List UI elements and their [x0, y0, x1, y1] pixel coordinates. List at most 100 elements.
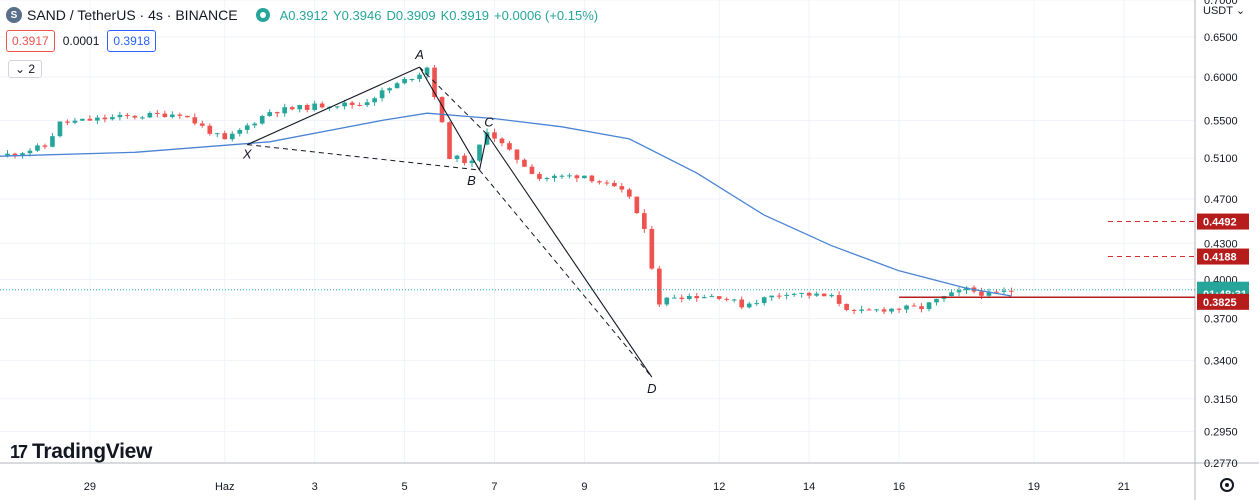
open-value: A0.3912 [279, 7, 329, 23]
candle-body [994, 291, 999, 293]
candle-body [177, 114, 183, 116]
pattern-point-label: A [414, 47, 424, 62]
candle-body [694, 295, 700, 299]
spread-value: 0.0001 [62, 34, 100, 48]
candle-body [656, 268, 662, 305]
candle-body [829, 295, 834, 297]
candle-body [709, 296, 715, 298]
y-tick-label: 0.4300 [1204, 238, 1238, 250]
candle-body [462, 155, 467, 164]
y-tick-label: 0.2950 [1204, 427, 1238, 439]
candle-body [934, 298, 939, 303]
high-value: Y0.3946 [333, 7, 382, 23]
candle-body [42, 145, 48, 147]
x-tick-label: 5 [402, 481, 408, 493]
candle-body [50, 136, 55, 147]
eye-icon[interactable] [255, 8, 270, 22]
trade-panel: 0.3917 0.0001 0.3918 [6, 30, 157, 52]
symbol-title[interactable]: SAND / TetherUS · 4s · BINANCE [27, 7, 238, 23]
candle-body [634, 196, 640, 214]
candle-body [507, 143, 512, 150]
candle-body [589, 175, 595, 182]
y-tick-label: 0.3400 [1204, 356, 1238, 368]
pattern-point-label: B [467, 173, 476, 188]
candle-body [125, 114, 130, 116]
pattern-point-label: X [242, 147, 253, 162]
candle-body [199, 123, 205, 126]
tradingview-logo[interactable]: 17 TradingView [10, 440, 152, 464]
candle-body [911, 305, 917, 307]
candle-body [851, 309, 857, 311]
candle-body [162, 113, 168, 118]
candle-body [754, 303, 760, 305]
candle-body [372, 98, 377, 103]
candle-body [169, 114, 175, 118]
candle-body [612, 182, 617, 187]
candle-body [244, 125, 250, 130]
y-tick-label: 0.7000 [1204, 0, 1238, 7]
candle-body [582, 175, 587, 179]
x-tick-label: 12 [713, 481, 725, 493]
candle-body [492, 132, 497, 139]
candle-body [267, 112, 273, 116]
candle-body [454, 155, 460, 159]
candle-body [20, 153, 25, 156]
buy-button[interactable]: 0.3918 [107, 30, 157, 52]
chevron-down-icon: ⌄ [1235, 5, 1246, 17]
candle-body [529, 166, 535, 174]
candle-body [184, 115, 190, 118]
candle-body [5, 153, 10, 157]
pattern-point-label: C [484, 114, 494, 129]
y-tick-label: 0.3150 [1204, 394, 1238, 406]
y-tick-label: 0.4700 [1204, 194, 1238, 206]
candle-body [140, 117, 145, 119]
candle-body [784, 294, 789, 296]
candle-body [342, 102, 347, 107]
candle-body [349, 102, 355, 105]
candle-body [731, 299, 737, 301]
candle-body [686, 295, 692, 299]
candle-body [866, 309, 872, 311]
x-tick-label: 29 [84, 481, 96, 493]
x-tick-label: 3 [312, 481, 318, 493]
price-label-box [1197, 213, 1249, 230]
candle-body [207, 125, 213, 134]
candle-body [627, 189, 632, 197]
chevron-down-icon: ⌄ [15, 62, 26, 76]
sell-button[interactable]: 0.3917 [6, 30, 55, 52]
settings-icon[interactable] [1220, 478, 1234, 492]
candle-body [874, 309, 879, 311]
price-label-text: 0.4492 [1203, 217, 1237, 229]
pattern-ratio-line [247, 144, 480, 171]
currency-selector[interactable]: USDT ⌄ [1203, 4, 1245, 17]
candle-body [252, 123, 258, 126]
price-label-box [1197, 248, 1249, 265]
low-value: D0.3909 [386, 7, 436, 23]
candle-body [274, 112, 280, 114]
candle-body [671, 297, 677, 299]
candle-body [65, 121, 70, 123]
candle-body [95, 117, 100, 121]
pattern-ratio-line [419, 66, 488, 135]
x-tick-label: 16 [893, 481, 905, 493]
pattern-leg [247, 66, 420, 146]
pattern-point-label: D [647, 381, 656, 396]
candle-body [919, 306, 924, 310]
candle-body [214, 133, 220, 135]
candle-body [904, 305, 909, 310]
candle-body [769, 295, 775, 298]
indicators-toggle-button[interactable]: ⌄ 2 [8, 60, 43, 78]
candle-body [222, 133, 228, 140]
candle-body [926, 302, 932, 310]
candle-body [986, 291, 992, 296]
price-label-text: 0.4188 [1203, 252, 1237, 264]
pattern-leg [486, 133, 653, 378]
candle-body [447, 122, 452, 159]
candle-body [237, 129, 243, 134]
candle-body [259, 115, 265, 124]
candle-body [102, 117, 108, 120]
candle-body [319, 103, 325, 108]
candle-body [664, 297, 670, 305]
x-tick-label: 7 [491, 481, 497, 493]
